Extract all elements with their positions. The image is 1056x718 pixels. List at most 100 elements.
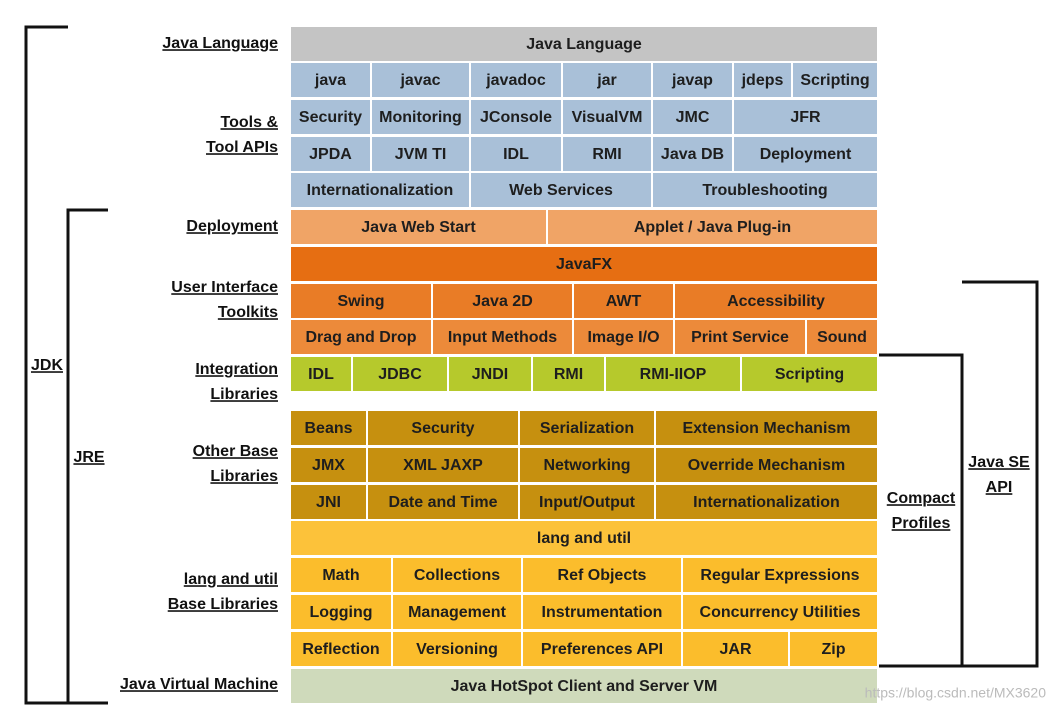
cell <box>533 357 604 391</box>
cell-label: javadoc <box>485 72 546 89</box>
cell-label: JPDA <box>309 146 352 163</box>
cell <box>291 558 391 592</box>
cell <box>656 485 877 519</box>
cell-label: JDBC <box>378 366 422 383</box>
cell-label: JFR <box>790 109 821 126</box>
cell <box>683 632 788 666</box>
cell <box>734 63 791 97</box>
cell <box>291 173 469 207</box>
cell <box>372 100 469 134</box>
cell <box>291 357 351 391</box>
cell <box>393 558 521 592</box>
cell-label: jar <box>596 72 617 89</box>
label-bg <box>964 450 1034 502</box>
cell-label: Management <box>408 604 506 621</box>
cell-label: Input Methods <box>448 329 557 346</box>
cell-label: Accessibility <box>727 293 825 310</box>
cell-label: JNI <box>316 494 341 511</box>
cell-label: Extension Mechanism <box>682 420 850 437</box>
cell <box>291 595 391 629</box>
cell <box>606 357 740 391</box>
cell-label: Sound <box>817 329 867 346</box>
cell-label: Math <box>322 567 359 584</box>
cell <box>656 411 877 445</box>
cell <box>368 448 518 482</box>
side-label: Java Virtual Machine <box>120 676 278 693</box>
cell <box>520 448 654 482</box>
cell <box>291 411 366 445</box>
cell-label: XML JAXP <box>403 457 483 474</box>
cell-label: Networking <box>543 457 630 474</box>
jdk-bracket <box>24 25 68 705</box>
cell <box>523 632 681 666</box>
cell-label: RMI-IIOP <box>640 366 707 383</box>
java-se-bracket <box>962 280 1039 668</box>
side-label: Toolkits <box>218 304 278 321</box>
side-label: Tool APIs <box>206 139 278 156</box>
cell <box>734 100 877 134</box>
cell <box>433 284 572 318</box>
cell <box>372 63 469 97</box>
cell <box>653 137 732 171</box>
cell <box>548 210 877 244</box>
cell-label: javac <box>399 72 440 89</box>
cell-label: Collections <box>414 567 500 584</box>
cell-label: jdeps <box>741 72 784 89</box>
label-bg <box>36 354 58 376</box>
cell <box>368 411 518 445</box>
cell-label: Print Service <box>691 329 789 346</box>
cell-label: Image I/O <box>587 329 659 346</box>
side-label: Libraries <box>210 468 278 485</box>
cell <box>291 669 877 703</box>
cell-label: Versioning <box>416 641 498 658</box>
cell <box>653 173 877 207</box>
cell-label: Regular Expressions <box>700 567 859 584</box>
cell-label: Concurrency Utilities <box>700 604 861 621</box>
cell <box>471 63 561 97</box>
cell-label: Web Services <box>509 182 613 199</box>
cell <box>291 63 370 97</box>
java-se-label: Java SE <box>968 454 1030 471</box>
cell-label: AWT <box>606 293 642 310</box>
cell <box>574 284 673 318</box>
cell-label: Swing <box>337 293 384 310</box>
cell <box>734 137 877 171</box>
watermark: https://blog.csdn.net/MX3620 <box>865 685 1047 701</box>
cell <box>563 137 651 171</box>
cell-label: Ref Objects <box>558 567 647 584</box>
cell-label: Logging <box>309 604 372 621</box>
cell-label: JAR <box>719 641 751 658</box>
cell <box>523 558 681 592</box>
cell-label: lang and util <box>537 530 631 547</box>
cell <box>563 100 651 134</box>
label-bg <box>882 484 960 536</box>
cell <box>291 320 431 354</box>
cell-label: Applet / Java Plug-in <box>634 219 791 236</box>
cell <box>449 357 531 391</box>
cell <box>291 448 366 482</box>
cell-label: Scripting <box>800 72 869 89</box>
cell <box>291 247 877 281</box>
cell-label: Deployment <box>760 146 852 163</box>
side-label: Integration <box>195 361 278 378</box>
cell <box>520 411 654 445</box>
java-se-label: API <box>986 479 1013 496</box>
cell <box>471 173 651 207</box>
cell-label: IDL <box>308 366 334 383</box>
side-label: Base Libraries <box>168 596 278 613</box>
cell <box>291 485 366 519</box>
cell-label: JavaFX <box>556 256 612 273</box>
cell <box>291 632 391 666</box>
cell-label: Beans <box>304 420 352 437</box>
cell <box>291 521 877 555</box>
cell <box>433 320 572 354</box>
compact-label: Profiles <box>892 515 951 532</box>
cell-label: JVM TI <box>395 146 447 163</box>
cell-label: Serialization <box>540 420 634 437</box>
cell-label: Troubleshooting <box>702 182 827 199</box>
cell <box>368 485 518 519</box>
cell-label: Java HotSpot Client and Server VM <box>451 678 718 695</box>
cell <box>523 595 681 629</box>
cell-label: JConsole <box>480 109 552 126</box>
